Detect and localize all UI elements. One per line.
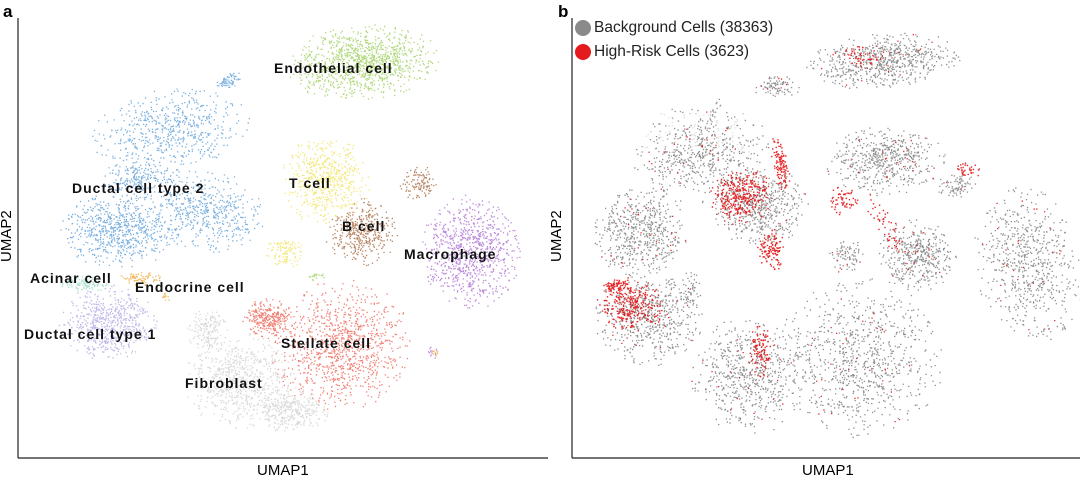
panel-a-cluster-labels: Endothelial cell Ductal cell type 2 T cell… [24, 60, 496, 391]
panel-b-letter: b [558, 2, 569, 21]
legend-item-background: Background Cells (38363) [575, 16, 773, 40]
cluster-label-stellate-cell: Stellate cell [281, 335, 371, 351]
panel-b-watermark: RTIC [638, 101, 768, 164]
panel-b-legend: Background Cells (38363) High-Risk Cells… [575, 16, 773, 64]
cluster-ductal-cell-type-2-points [60, 88, 264, 268]
background-cells-points [594, 32, 1080, 439]
cluster-label-macrophage: Macrophage [404, 246, 496, 262]
panel-a-extra-cluster-1 [266, 240, 303, 268]
cluster-label-endocrine-cell: Endocrine cell [135, 279, 245, 295]
cluster-label-fibroblast: Fibroblast [185, 375, 263, 391]
cluster-stellate-cell-points [242, 279, 411, 411]
cluster-label-ductal-cell-type-1: Ductal cell type 1 [24, 326, 156, 342]
panel-b-y-axis-title: UMAP2 [548, 210, 565, 262]
cluster-label-endothelial-cell: Endothelial cell [274, 60, 393, 76]
panel-a-letter: a [3, 2, 13, 21]
cluster-acinar-cell-points [61, 276, 109, 292]
panel-a-extra-cluster-4 [431, 350, 439, 357]
cluster-label-acinar-cell: Acinar cell [30, 270, 112, 286]
background-cells-dot-icon [575, 20, 591, 36]
cluster-endocrine-cell-points [120, 272, 170, 301]
cluster-label-t-cell: T cell [289, 175, 331, 191]
cluster-t-cell-points [283, 140, 370, 224]
panel-b-points [594, 32, 1080, 439]
legend-label-high-risk: High-Risk Cells (3623) [594, 43, 750, 60]
cluster-label-b-cell: B cell [342, 218, 385, 234]
panel-a-x-axis-title: UMAP1 [257, 462, 309, 479]
panel-a-extra-cluster-3 [427, 346, 438, 359]
cluster-endothelial-cell-points [289, 24, 440, 100]
cluster-fibroblast-points [187, 311, 330, 432]
high-risk-cells-scattered-points [601, 33, 1062, 423]
cluster-label-ductal-cell-type-2: Ductal cell type 2 [72, 180, 204, 196]
panel-a-extra-cluster-2 [308, 273, 325, 282]
panel-a-extra-cluster-0 [216, 72, 241, 88]
cluster-ductal-cell-type-1-points [58, 284, 158, 359]
panel-a-points [58, 24, 521, 432]
panel-a-y-axis-title: UMAP2 [0, 210, 15, 262]
legend-label-background: Background Cells (38363) [594, 19, 774, 36]
panel-b-x-axis-title: UMAP1 [802, 462, 854, 479]
legend-item-high-risk: High-Risk Cells (3623) [575, 40, 773, 64]
high-risk-cells-dot-icon [575, 44, 591, 60]
